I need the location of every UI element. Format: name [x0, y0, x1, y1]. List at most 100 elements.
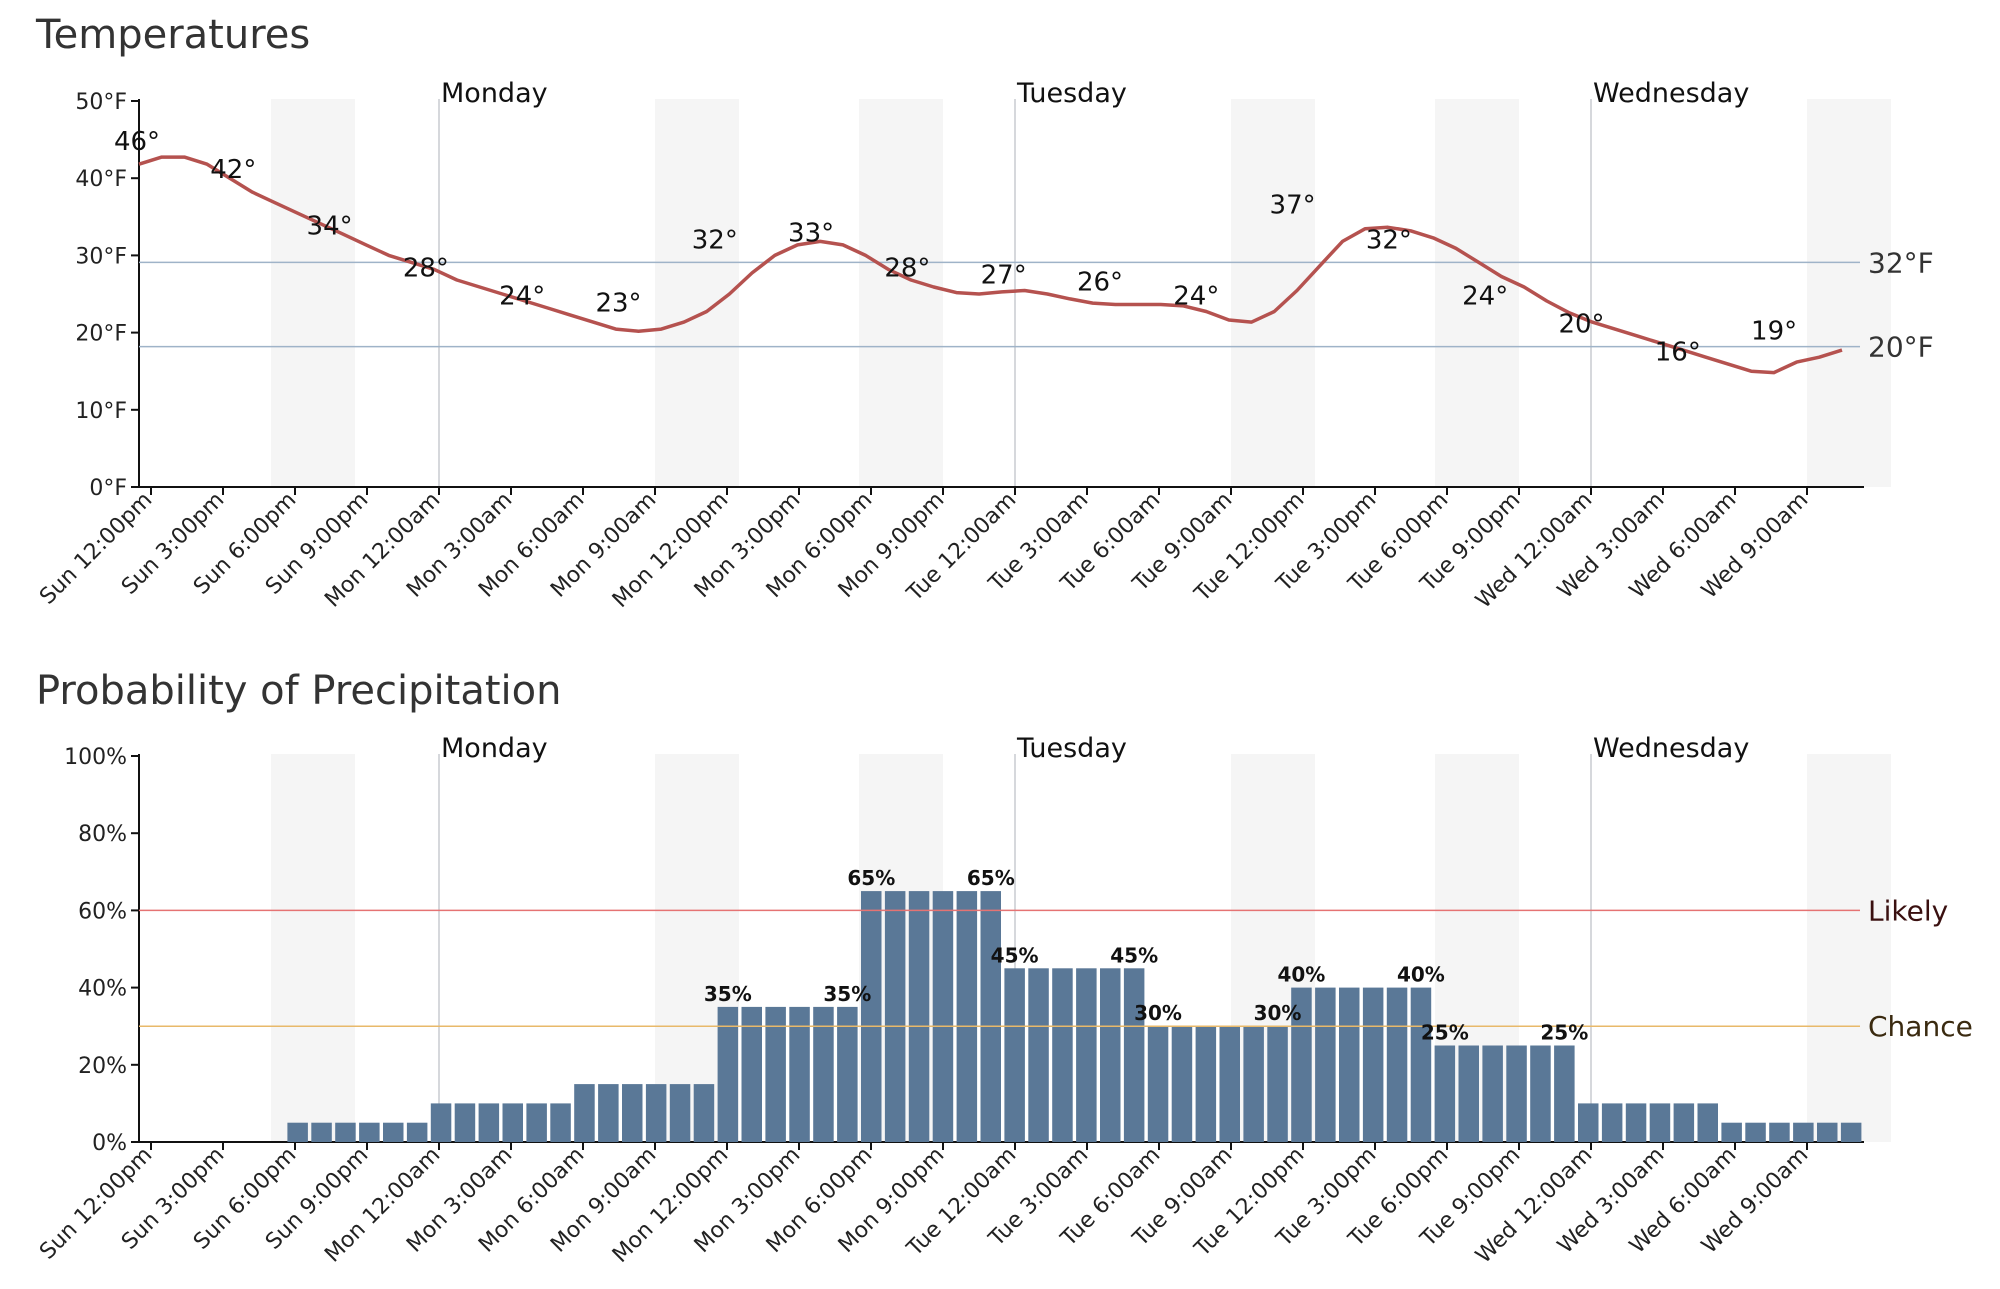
- temp-data-label: 37°: [1270, 190, 1316, 220]
- precip-data-label: 65%: [847, 866, 895, 890]
- precip-x-tick-label: Mon 6:00pm: [762, 1143, 877, 1258]
- precip-night-band: [859, 754, 943, 1142]
- precip-x-tick-label: Mon 6:00am: [474, 1143, 589, 1258]
- precip-data-label: 35%: [823, 982, 871, 1006]
- precip-bar: [502, 1103, 523, 1142]
- temp-data-label: 24°: [499, 282, 545, 312]
- temp-data-label: 28°: [884, 253, 930, 283]
- precip-x-tick-label: Tue 12:00pm: [1189, 1143, 1309, 1263]
- precip-bar: [861, 891, 882, 1142]
- precip-bar: [1769, 1122, 1790, 1142]
- temp-data-label: 42°: [210, 155, 256, 185]
- precip-x-tick-label: Wed 6:00am: [1625, 1143, 1741, 1259]
- precip-bar: [1649, 1103, 1671, 1142]
- precip-x-tick-label: Mon 9:00pm: [834, 1143, 949, 1258]
- precip-data-label: 40%: [1397, 963, 1445, 987]
- temp-data-label: 24°: [1462, 282, 1508, 312]
- precip-bar: [813, 1006, 834, 1142]
- precip-x-tick-label: Wed 9:00am: [1697, 1143, 1813, 1259]
- precip-x-tick-label: Sun 9:00pm: [261, 1143, 373, 1255]
- precip-bar: [311, 1122, 332, 1142]
- precip-y-tick-label: 0%: [92, 1131, 127, 1156]
- precip-x-tick-label: Mon 9:00am: [546, 1143, 661, 1258]
- precip-x-tick-label: Mon 12:00am: [320, 1143, 445, 1268]
- precip-bar: [526, 1103, 547, 1142]
- precip-bar: [1315, 987, 1336, 1142]
- precip-bar: [1697, 1103, 1718, 1142]
- temp-reference-label: 20°F: [1868, 331, 1934, 364]
- precip-bar: [741, 1006, 762, 1142]
- temp-night-band: [655, 99, 739, 487]
- precip-bar: [1578, 1103, 1599, 1142]
- precip-bar: [693, 1084, 715, 1142]
- precip-bar: [335, 1122, 356, 1142]
- precip-bar: [1195, 1026, 1217, 1142]
- precip-night-band: [271, 754, 355, 1142]
- precip-x-tick-label: Tue 6:00pm: [1343, 1143, 1453, 1253]
- temp-day-label: Monday: [441, 78, 548, 109]
- precip-bar: [1362, 987, 1384, 1142]
- precip-day-label: Wednesday: [1593, 733, 1749, 764]
- temp-y-tick-label: 40°F: [75, 167, 127, 192]
- precip-bar: [1386, 987, 1408, 1142]
- precip-bar: [908, 891, 930, 1142]
- temp-data-label: 34°: [307, 211, 353, 241]
- precip-bar: [1028, 968, 1049, 1142]
- precip-bar: [622, 1084, 643, 1142]
- precip-bar: [478, 1103, 500, 1142]
- precip-x-tick-label: Wed 12:00am: [1471, 1143, 1597, 1269]
- temp-data-label: 23°: [595, 289, 641, 319]
- precip-day-label: Tuesday: [1016, 733, 1127, 764]
- precip-bar: [454, 1103, 476, 1142]
- precip-bar: [645, 1084, 667, 1142]
- precip-x-tick-label: Wed 3:00am: [1553, 1143, 1669, 1259]
- precip-day-label: Monday: [441, 733, 548, 764]
- temp-data-label: 20°: [1558, 310, 1604, 340]
- precip-bar: [932, 891, 954, 1142]
- precip-data-label: 65%: [967, 866, 1015, 890]
- precip-reference-label: Chance: [1868, 1010, 1973, 1043]
- precip-bar: [1458, 1045, 1479, 1142]
- precip-data-label: 45%: [1110, 943, 1158, 967]
- temp-data-label: 16°: [1655, 338, 1701, 368]
- temp-y-tick-label: 10°F: [75, 399, 127, 424]
- precip-bar: [1673, 1103, 1695, 1142]
- precip-bar: [430, 1103, 452, 1142]
- precip-x-tick-label: Mon 3:00pm: [690, 1143, 805, 1258]
- precip-bar: [765, 1006, 786, 1142]
- precip-x-tick-label: Mon 12:00pm: [608, 1143, 733, 1268]
- temperature-line: [138, 155, 1843, 375]
- precip-bar: [574, 1084, 595, 1142]
- temperature-chart: Monday Tuesday Wednesday 0°F 10°F 20°F 30°F 40°…: [35, 78, 1934, 614]
- precip-bar: [359, 1122, 380, 1142]
- precip-bar: [1219, 1026, 1240, 1142]
- precip-bar: [1434, 1045, 1456, 1142]
- precip-x-tick-label: Sun 12:00pm: [35, 1143, 157, 1265]
- precip-bar: [1625, 1103, 1647, 1142]
- precip-data-label: 45%: [991, 943, 1039, 967]
- precip-bar: [1267, 1026, 1288, 1142]
- temp-data-label: 46°: [114, 127, 160, 157]
- temp-day-label: Wednesday: [1593, 78, 1749, 109]
- temp-data-label: 19°: [1751, 317, 1797, 347]
- precip-bar: [1291, 987, 1312, 1142]
- precip-data-label: 25%: [1540, 1021, 1588, 1045]
- precip-night-band: [1231, 754, 1315, 1142]
- precip-bar: [884, 891, 906, 1142]
- precip-reference-label: Likely: [1868, 894, 1948, 927]
- precip-x-tick-label: Tue 3:00am: [984, 1143, 1094, 1253]
- temp-y-tick-label: 0°F: [89, 476, 127, 501]
- temp-y-tick-label: 50°F: [75, 90, 127, 115]
- temperature-chart-title: Temperatures: [36, 12, 311, 58]
- precip-bar: [406, 1122, 428, 1142]
- temp-data-label: 27°: [981, 261, 1027, 291]
- precip-bar: [1817, 1122, 1838, 1142]
- precip-bar: [1721, 1122, 1742, 1142]
- precip-bar: [1339, 987, 1360, 1142]
- precip-bar: [669, 1084, 691, 1142]
- precip-bar: [837, 1006, 858, 1142]
- precip-data-label: 30%: [1254, 1001, 1302, 1025]
- precip-y-tick-label: 80%: [78, 822, 127, 847]
- temp-data-label: 24°: [1173, 282, 1219, 312]
- precip-x-tick-label: Mon 3:00am: [402, 1143, 517, 1258]
